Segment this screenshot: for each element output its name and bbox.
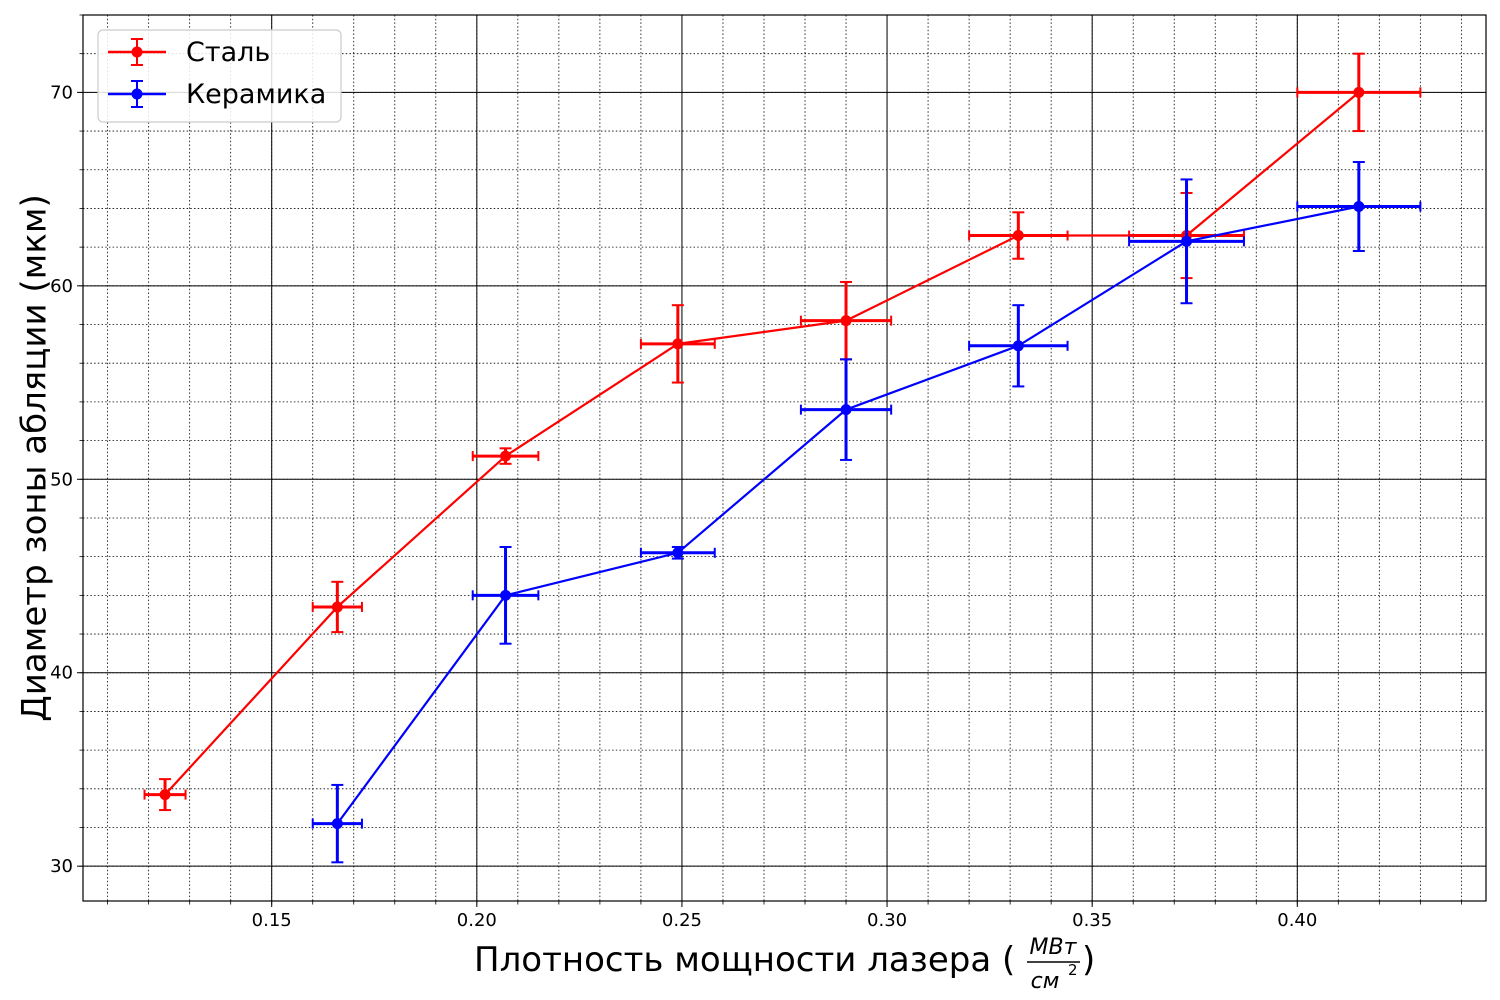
legend-label: Сталь [186, 37, 270, 68]
data-point-steel [1012, 230, 1024, 242]
legend-entries: Сталь Керамика [108, 37, 326, 110]
axis-ticks: 0.15 0.20 0.25 0.30 0.35 0.40 30 40 50 60 70 [50, 14, 1462, 931]
data-point-ceramic [331, 818, 343, 830]
x-tick-label: 0.20 [457, 910, 497, 931]
data-point-ceramic [500, 589, 512, 601]
x-axis-unit-exponent: 2 [1068, 961, 1078, 979]
data-point-ceramic [840, 404, 852, 416]
y-tick-label: 40 [50, 663, 73, 684]
y-tick-label: 50 [50, 469, 73, 490]
legend: Сталь Керамика [97, 29, 342, 123]
data-point-steel [159, 789, 171, 801]
x-tick-label: 0.25 [662, 910, 702, 931]
x-tick-label: 0.35 [1072, 910, 1112, 931]
data-point-steel [500, 450, 512, 462]
legend-marker [131, 46, 143, 58]
legend-entry-steel: Сталь [108, 37, 270, 68]
y-axis-label: Диаметр зоны абляции (мкм) [15, 194, 55, 722]
data-point-ceramic [1181, 235, 1193, 247]
x-tick-label: 0.30 [867, 910, 907, 931]
series-steel [143, 52, 1422, 812]
data-point-steel [1353, 86, 1365, 98]
error-bar-steel [143, 778, 187, 812]
series-ceramic [311, 161, 1422, 864]
data-point-steel [672, 338, 684, 350]
y-tick-label: 30 [50, 856, 73, 877]
series-line-ceramic [336, 205, 1360, 825]
plot-frame [82, 14, 1487, 902]
legend-entry-ceramic: Керамика [108, 79, 326, 110]
data-point-steel [840, 315, 852, 327]
x-axis-label-text: Плотность мощности лазера ( [474, 940, 1015, 980]
x-tick-label: 0.40 [1277, 910, 1317, 931]
x-axis-label: Плотность мощности лазера ( МВт см 2 ) [474, 935, 1095, 994]
series-line-steel [164, 91, 1360, 796]
x-axis-label-close: ) [1082, 940, 1095, 980]
major-grid [83, 15, 1486, 901]
legend-label: Керамика [186, 79, 326, 110]
data-point-ceramic [672, 547, 684, 559]
x-axis-unit-numerator: МВт [1030, 935, 1078, 960]
x-tick-label: 0.15 [252, 910, 292, 931]
data-point-steel [331, 601, 343, 613]
legend-marker [131, 88, 143, 100]
x-axis-unit-denominator: см [1031, 969, 1060, 994]
data-point-ceramic [1012, 340, 1024, 352]
data-point-ceramic [1353, 201, 1365, 213]
series-layer [143, 52, 1422, 864]
minor-grid [83, 14, 1486, 901]
y-tick-label: 60 [50, 276, 73, 297]
y-tick-label: 70 [50, 82, 73, 103]
